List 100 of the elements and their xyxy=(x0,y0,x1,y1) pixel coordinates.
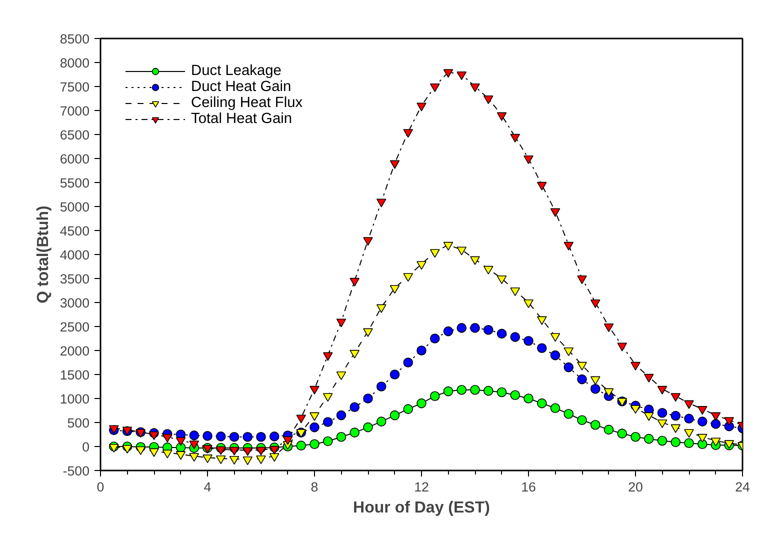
point xyxy=(322,393,333,402)
point xyxy=(443,69,454,78)
point xyxy=(456,384,467,395)
point xyxy=(697,406,708,415)
point xyxy=(350,402,360,412)
point xyxy=(336,410,346,420)
point xyxy=(310,422,320,432)
point xyxy=(310,439,320,449)
point xyxy=(550,403,560,413)
x-tick-label: 0 xyxy=(96,480,104,494)
point xyxy=(510,332,520,342)
point xyxy=(670,424,681,433)
point xyxy=(590,300,600,308)
point xyxy=(216,446,226,455)
point xyxy=(470,256,480,265)
point xyxy=(590,384,600,394)
point xyxy=(510,288,520,296)
point xyxy=(697,416,708,426)
point xyxy=(710,419,721,429)
point xyxy=(310,386,320,394)
point xyxy=(456,72,467,80)
y-tick-label: 0 xyxy=(82,440,90,454)
point xyxy=(536,398,547,408)
y-tick-label: 8000 xyxy=(60,56,90,70)
point xyxy=(416,398,426,408)
point xyxy=(390,285,400,294)
point xyxy=(189,430,200,440)
point xyxy=(483,96,494,104)
point xyxy=(550,208,560,217)
point xyxy=(363,422,373,432)
point xyxy=(630,432,640,442)
point xyxy=(256,432,266,442)
point xyxy=(363,328,373,337)
y-tick-label: 6000 xyxy=(60,152,90,166)
point xyxy=(657,408,668,418)
point xyxy=(322,436,333,446)
point xyxy=(363,394,373,404)
point xyxy=(524,336,534,346)
point xyxy=(670,410,681,421)
point xyxy=(510,390,520,400)
y-tick-label: 4000 xyxy=(60,248,90,262)
point xyxy=(536,343,547,353)
point xyxy=(350,278,360,286)
point xyxy=(684,438,694,448)
point xyxy=(657,436,668,446)
point xyxy=(403,358,414,368)
point xyxy=(269,453,280,462)
point xyxy=(443,326,454,336)
point xyxy=(697,434,708,442)
point xyxy=(216,456,226,464)
point xyxy=(390,160,400,169)
y-tick-label: 8500 xyxy=(60,32,90,46)
point xyxy=(189,453,200,462)
point xyxy=(536,182,547,190)
point xyxy=(162,450,172,458)
legend-label: Ceiling Heat Flux xyxy=(191,95,303,111)
point xyxy=(376,416,386,426)
point xyxy=(416,261,426,270)
point xyxy=(577,362,587,370)
y-tick-label: 6500 xyxy=(60,128,90,142)
point xyxy=(322,417,333,427)
point xyxy=(269,446,280,454)
point xyxy=(470,384,480,395)
point xyxy=(122,444,132,454)
y-tick-label: 500 xyxy=(67,416,90,430)
point xyxy=(322,352,333,361)
point xyxy=(564,362,574,372)
point xyxy=(470,323,480,333)
point xyxy=(403,273,414,282)
point xyxy=(229,456,240,465)
point xyxy=(242,447,253,456)
point xyxy=(443,242,454,250)
point xyxy=(657,386,668,394)
point xyxy=(697,439,708,449)
point xyxy=(376,382,386,392)
y-tick-label: 2500 xyxy=(60,320,90,334)
legend-label: Total Heat Gain xyxy=(191,111,292,127)
legend-label: Duct Leakage xyxy=(191,63,282,79)
point xyxy=(604,424,614,435)
y-tick-label: 7000 xyxy=(60,104,90,118)
y-tick-label: 1500 xyxy=(60,368,90,382)
point xyxy=(350,428,360,438)
point xyxy=(136,446,146,455)
point xyxy=(524,156,534,164)
x-tick-label: 4 xyxy=(204,480,212,494)
point xyxy=(336,372,346,380)
point xyxy=(430,84,440,92)
point xyxy=(483,324,494,335)
point xyxy=(176,451,186,460)
y-tick-label: 4500 xyxy=(60,224,90,238)
point xyxy=(630,405,640,414)
point xyxy=(456,323,467,333)
point xyxy=(176,437,186,446)
point xyxy=(229,432,240,442)
point xyxy=(604,388,614,397)
point xyxy=(376,304,386,313)
point xyxy=(577,415,587,425)
point xyxy=(376,198,386,208)
point xyxy=(363,237,373,246)
point xyxy=(269,432,280,442)
